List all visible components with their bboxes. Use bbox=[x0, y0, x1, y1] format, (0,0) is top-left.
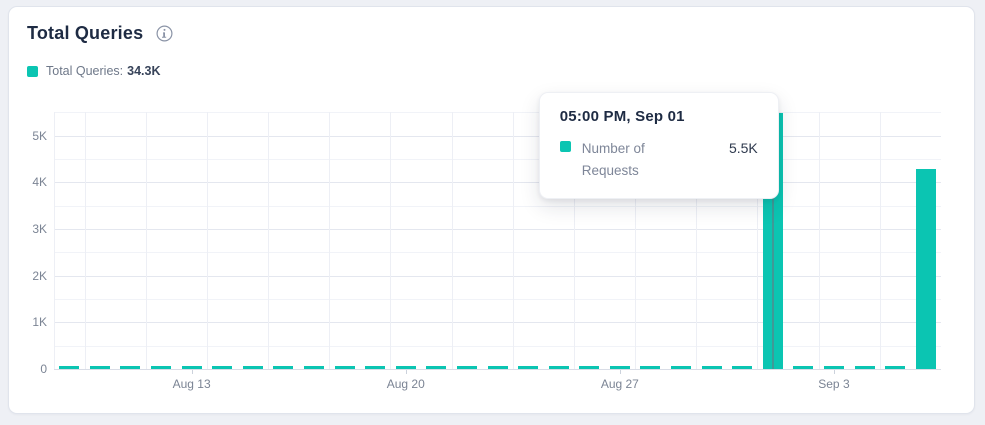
total-queries-card: Total Queries Total Queries: 34.3K 0 1K 2K… bbox=[8, 6, 975, 414]
bar-aug-19[interactable] bbox=[365, 366, 386, 370]
bar-aug-23[interactable] bbox=[487, 366, 508, 370]
tooltip-title: 05:00 PM, Sep 01 bbox=[559, 108, 685, 125]
bar-chart-plot-area: 0 1K 2K 3K 4K 5K Aug 13 Aug 20 Aug 27 Sep 3 05:00… bbox=[9, 7, 974, 413]
gridline-vertical bbox=[635, 112, 637, 369]
gridline-vertical bbox=[879, 112, 881, 369]
y-axis-label: 4K bbox=[32, 175, 47, 190]
gridline-vertical bbox=[206, 112, 208, 369]
gridline-vertical bbox=[145, 112, 147, 369]
legend-swatch-icon bbox=[27, 65, 38, 77]
gridline-vertical bbox=[696, 112, 698, 369]
tooltip-series-row: Number of Requests 5.5K bbox=[559, 138, 758, 181]
bar-aug-20[interactable] bbox=[395, 366, 416, 370]
bar-aug-21[interactable] bbox=[426, 366, 447, 370]
bar-sep-2[interactable] bbox=[793, 366, 814, 370]
bar-aug-11[interactable] bbox=[120, 366, 141, 370]
gridline-horizontal bbox=[54, 299, 941, 301]
gridline-horizontal bbox=[54, 345, 941, 347]
bar-aug-30[interactable] bbox=[701, 366, 722, 370]
y-axis-label: 5K bbox=[32, 128, 47, 143]
gridline-vertical bbox=[451, 112, 453, 369]
chart-tooltip: 05:00 PM, Sep 01 Number of Requests 5.5K bbox=[538, 92, 779, 200]
gridline-vertical bbox=[390, 112, 392, 369]
y-axis-label: 0 bbox=[40, 362, 47, 376]
bar-aug-27[interactable] bbox=[609, 366, 630, 370]
bar-aug-31[interactable] bbox=[732, 366, 753, 370]
bar-aug-25[interactable] bbox=[548, 366, 569, 370]
bar-aug-17[interactable] bbox=[303, 366, 324, 370]
bar-aug-12[interactable] bbox=[151, 366, 172, 370]
gridline-horizontal bbox=[54, 322, 941, 324]
bar-aug-28[interactable] bbox=[640, 366, 661, 370]
x-axis-tick bbox=[405, 370, 407, 374]
gridline-vertical bbox=[818, 112, 820, 369]
info-icon[interactable] bbox=[156, 25, 173, 42]
gridline-vertical bbox=[757, 112, 759, 369]
bar-aug-10[interactable] bbox=[89, 366, 110, 370]
hover-crosshair-line bbox=[771, 113, 774, 369]
bar-aug-18[interactable] bbox=[334, 366, 355, 370]
y-axis-label: 2K bbox=[32, 268, 47, 283]
bar-sep-4[interactable] bbox=[854, 366, 875, 370]
gridline-horizontal bbox=[54, 112, 941, 114]
x-axis-tick bbox=[191, 370, 193, 374]
x-axis-label: Aug 20 bbox=[386, 377, 425, 391]
tooltip-value: 5.5K bbox=[728, 140, 758, 156]
bar-aug-9[interactable] bbox=[59, 366, 80, 370]
bar-aug-29[interactable] bbox=[671, 366, 692, 370]
bar-aug-14[interactable] bbox=[212, 366, 233, 370]
bar-aug-26[interactable] bbox=[579, 366, 600, 370]
x-axis-label: Sep 3 bbox=[818, 377, 850, 391]
gridline-horizontal bbox=[54, 252, 941, 254]
y-axis-label: 1K bbox=[32, 315, 47, 330]
x-axis-line bbox=[54, 369, 941, 370]
x-axis-label: Aug 27 bbox=[600, 377, 639, 391]
bar-aug-16[interactable] bbox=[273, 366, 294, 370]
legend: Total Queries: 34.3K bbox=[27, 64, 160, 78]
bar-sep-5[interactable] bbox=[885, 366, 906, 370]
x-axis-label: Aug 13 bbox=[172, 377, 211, 391]
bar-sep-6[interactable] bbox=[915, 169, 936, 370]
tooltip-series-label: Number of Requests bbox=[581, 141, 645, 178]
legend-value: 34.3K bbox=[127, 64, 161, 78]
gridline-horizontal bbox=[54, 205, 941, 207]
gridline-horizontal bbox=[54, 135, 941, 137]
bar-aug-22[interactable] bbox=[456, 366, 477, 370]
gridline-vertical bbox=[329, 112, 331, 369]
legend-label: Total Queries: bbox=[46, 64, 124, 78]
gridline-horizontal bbox=[54, 159, 941, 161]
bar-aug-13[interactable] bbox=[181, 366, 202, 370]
bar-sep-3[interactable] bbox=[823, 366, 844, 370]
gridline-horizontal bbox=[54, 275, 941, 277]
gridline-vertical bbox=[54, 112, 55, 369]
x-axis-tick bbox=[833, 370, 835, 374]
gridline-vertical bbox=[573, 112, 575, 369]
gridline-vertical bbox=[84, 112, 86, 369]
tooltip-series-swatch-icon bbox=[559, 141, 571, 152]
y-axis-label: 3K bbox=[32, 222, 47, 237]
card-header: Total Queries bbox=[27, 23, 173, 44]
gridline-vertical bbox=[268, 112, 270, 369]
x-axis-tick bbox=[619, 370, 621, 374]
page-title: Total Queries bbox=[27, 23, 144, 43]
gridline-vertical bbox=[512, 112, 514, 369]
gridline-horizontal bbox=[54, 229, 941, 231]
gridline-horizontal bbox=[54, 182, 941, 184]
bar-aug-15[interactable] bbox=[242, 366, 263, 370]
bar-aug-24[interactable] bbox=[518, 366, 539, 370]
